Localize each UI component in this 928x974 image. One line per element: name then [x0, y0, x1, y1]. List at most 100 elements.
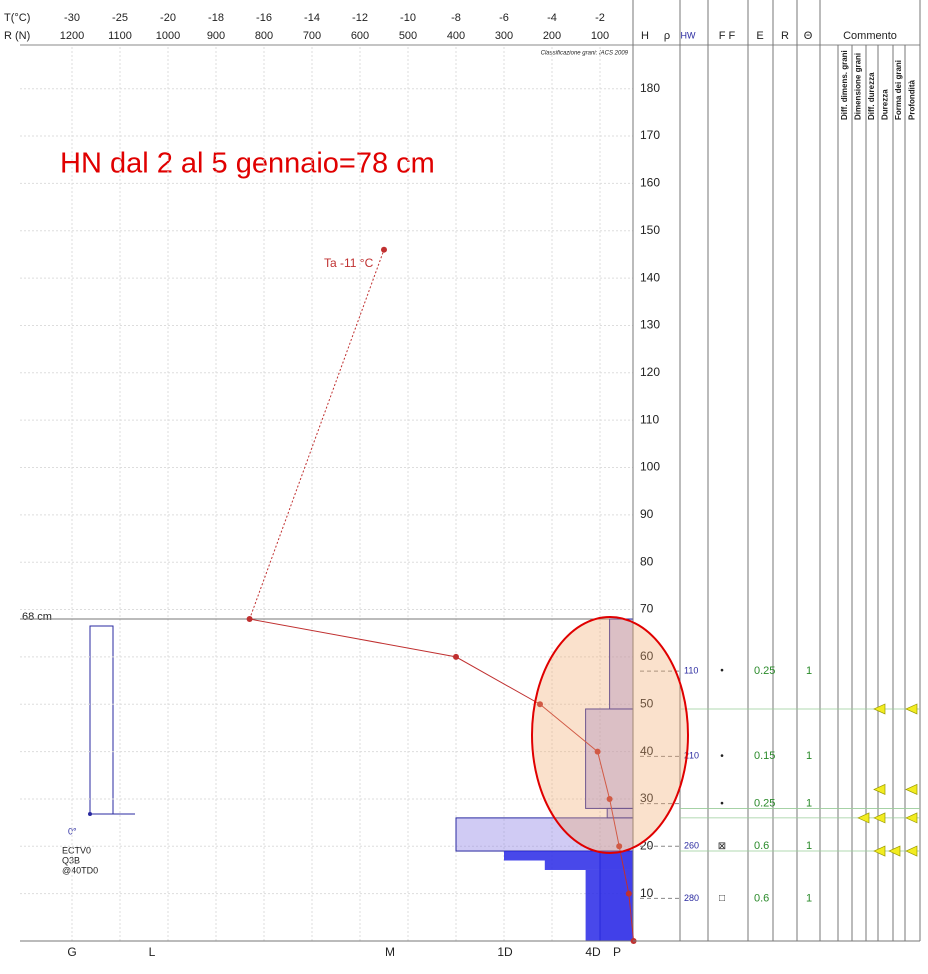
highlight-ellipse	[531, 616, 689, 854]
hw-value: 280	[684, 893, 699, 903]
r-tick-label: 1200	[60, 30, 84, 42]
column-header: HW	[681, 30, 696, 40]
theta-value: 1	[806, 892, 812, 904]
stability-line: @40TD0	[62, 865, 98, 875]
h-tick-label: 150	[640, 223, 660, 237]
column-header: ρ	[664, 30, 670, 42]
h-tick-label: 110	[640, 412, 659, 426]
theta-value: 1	[806, 798, 812, 810]
snow-height-label: 68 cm	[22, 611, 52, 623]
stability-angle: 0°	[68, 826, 77, 836]
stability-dot	[88, 812, 92, 816]
h-tick-label: 50	[640, 696, 654, 710]
h-tick-label: 120	[640, 365, 660, 379]
stability-line: ECTV0	[62, 845, 91, 855]
theta-value: 1	[806, 665, 812, 677]
ram-step	[504, 851, 633, 861]
hardness-layer	[585, 708, 634, 809]
e-value: 0.6	[754, 892, 769, 904]
t-tick-label: -16	[256, 12, 272, 24]
theta-value: 1	[806, 750, 812, 762]
temperature-point	[625, 890, 632, 897]
column-header: R	[781, 30, 789, 42]
comment-header: Durezza	[881, 89, 890, 120]
air-temp-line	[249, 249, 385, 620]
comment-header: Diff. durezza	[867, 72, 876, 120]
temperature-point	[606, 795, 613, 802]
h-tick-label: 30	[640, 791, 654, 805]
r-tick-label: 200	[543, 30, 561, 42]
t-tick-label: -20	[160, 12, 176, 24]
comment-marker	[873, 845, 886, 857]
comment-header: Profondità	[908, 79, 917, 120]
temperature-point	[616, 843, 623, 850]
t-tick-label: -10	[400, 12, 416, 24]
comment-marker	[873, 783, 886, 796]
r-tick-label: 500	[399, 30, 417, 42]
r-tick-label: 900	[207, 30, 225, 42]
hand-hardness-label: G	[67, 945, 76, 959]
t-tick-label: -4	[547, 12, 557, 24]
column-header: E	[756, 30, 763, 42]
t-tick-label: -30	[64, 12, 80, 24]
ram-step	[544, 860, 633, 870]
r-tick-label: 800	[255, 30, 273, 42]
hand-hardness-label: 4D	[585, 945, 601, 959]
t-tick-label: -2	[595, 12, 605, 24]
hw-value: 210	[684, 751, 699, 761]
r-tick-label: 400	[447, 30, 465, 42]
comment-marker	[873, 812, 886, 824]
chart-layer: -301200-251100-201000-18900-16800-14700-…	[20, 0, 921, 959]
hand-hardness-label: P	[613, 945, 621, 959]
h-tick-label: 180	[640, 81, 660, 95]
t-label: T(°C)	[4, 12, 30, 24]
r-tick-label: 700	[303, 30, 321, 42]
column-header: Θ	[804, 30, 813, 42]
column-header: H	[641, 30, 649, 42]
t-tick-label: -12	[352, 12, 368, 24]
h-tick-label: 70	[640, 602, 654, 616]
e-value: 0.6	[754, 840, 769, 852]
h-tick-label: 140	[640, 270, 660, 284]
t-tick-label: -8	[451, 12, 461, 24]
comment-marker	[905, 703, 918, 715]
hardness-layer	[455, 817, 634, 852]
comment-header: Dimensione grani	[854, 53, 863, 120]
annotation: HN dal 2 al 5 gennaio=78 cm	[60, 148, 435, 180]
comment-marker	[873, 703, 886, 715]
comment-header: Forma dei grani	[894, 60, 903, 120]
h-tick-label: 40	[640, 744, 654, 758]
temperature-point	[537, 701, 543, 708]
ram-step	[585, 869, 633, 941]
h-tick-label: 170	[640, 128, 660, 142]
h-tick-label: 60	[640, 649, 654, 663]
temperature-profile	[249, 618, 635, 942]
t-tick-label: -14	[304, 12, 320, 24]
hw-value: 260	[684, 841, 699, 851]
hand-hardness-label: M	[385, 945, 395, 959]
ff-value: •	[720, 666, 724, 677]
ff-value: ⊠	[718, 841, 726, 852]
t-tick-label: -25	[112, 12, 128, 24]
column-header: Commento	[843, 30, 897, 42]
temperature-point	[453, 653, 459, 660]
air-temp-label: Ta -11 °C	[324, 256, 374, 270]
theta-value: 1	[806, 840, 812, 852]
r-tick-label: 600	[351, 30, 369, 42]
h-tick-label: 10	[640, 886, 654, 900]
ff-value: □	[719, 893, 725, 904]
temperature-point	[594, 748, 601, 755]
comment-marker	[905, 845, 918, 857]
ff-value: •	[720, 798, 724, 809]
temperature-point	[246, 616, 253, 623]
hw-value: 110	[684, 665, 698, 675]
stability-line: Q3B	[62, 855, 80, 865]
e-value: 0.25	[754, 665, 775, 677]
column-header: F F	[719, 30, 736, 42]
h-tick-label: 80	[640, 554, 654, 568]
r-tick-label: 1000	[156, 30, 180, 42]
e-value: 0.25	[754, 798, 775, 810]
h-tick-label: 130	[640, 318, 660, 332]
comment-marker	[905, 783, 918, 796]
